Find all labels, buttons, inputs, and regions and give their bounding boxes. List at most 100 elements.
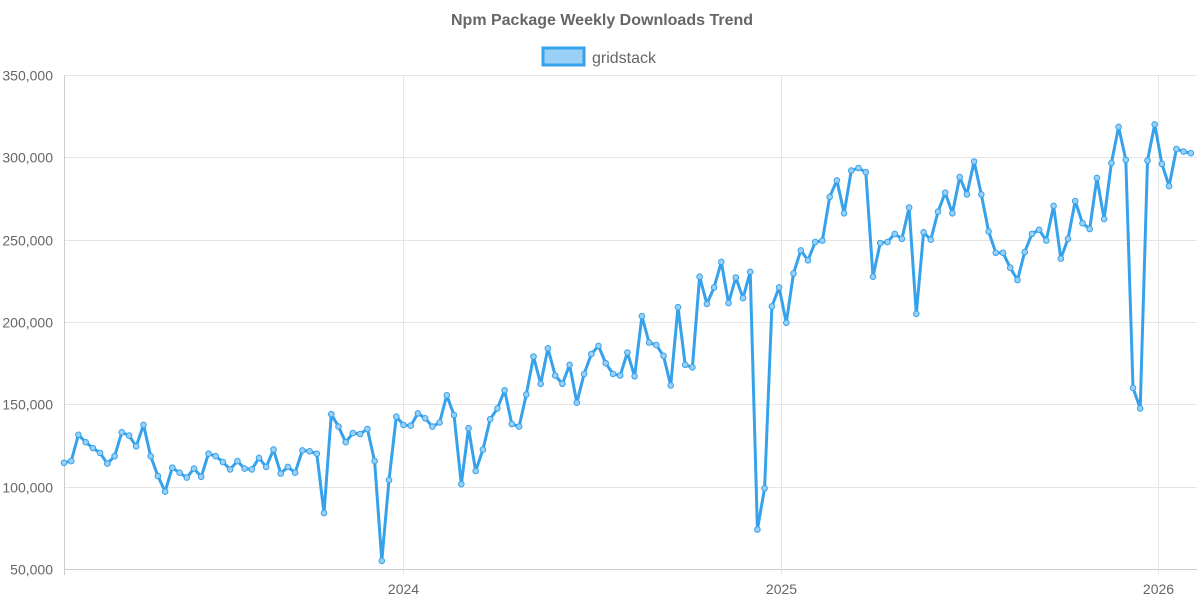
data-point[interactable] [364,425,371,433]
data-point[interactable] [595,342,602,350]
data-point[interactable] [797,247,805,254]
data-point[interactable] [169,464,176,472]
data-point[interactable] [703,300,711,308]
data-point[interactable] [1057,255,1065,262]
data-point[interactable] [638,312,646,320]
data-point[interactable] [660,352,667,360]
data-point[interactable] [1129,384,1137,392]
data-point[interactable] [1028,230,1036,238]
data-point[interactable] [674,303,682,311]
data-point[interactable] [891,230,899,238]
data-point[interactable] [725,299,732,307]
data-point[interactable] [1006,264,1014,272]
data-point[interactable] [559,380,566,388]
data-point[interactable] [876,239,884,247]
data-point[interactable] [60,459,68,467]
data-point[interactable] [783,319,790,327]
data-point[interactable] [291,469,299,477]
data-point[interactable] [826,193,834,201]
data-point[interactable] [609,370,617,378]
data-point[interactable] [631,373,638,380]
data-point[interactable] [566,361,573,369]
data-point[interactable] [1158,160,1166,168]
data-point[interactable] [920,229,927,236]
data-point[interactable] [746,268,754,276]
data-point[interactable] [147,452,154,460]
data-point[interactable] [255,454,263,462]
data-point[interactable] [862,168,870,176]
data-point[interactable] [718,258,725,266]
data-point[interactable] [573,399,581,407]
data-point[interactable] [154,472,162,480]
data-point[interactable] [277,470,285,477]
data-point[interactable] [421,415,429,422]
data-point[interactable] [840,210,848,217]
data-point[interactable] [978,191,985,198]
data-point[interactable] [790,270,797,277]
data-point[interactable] [653,341,660,349]
data-point[interactable] [1180,148,1187,155]
data-point[interactable] [356,430,364,438]
data-point[interactable] [1014,276,1021,284]
data-point[interactable] [1086,225,1093,233]
data-point[interactable] [1100,215,1108,223]
data-point[interactable] [140,421,147,429]
data-point[interactable] [544,345,552,352]
data-point[interactable] [96,449,104,457]
data-point[interactable] [1093,174,1101,182]
data-point[interactable] [1064,235,1072,243]
data-point[interactable] [855,164,862,172]
data-point[interactable] [75,431,82,439]
data-point[interactable] [515,423,523,430]
data-point[interactable] [335,423,342,430]
data-point[interactable] [212,452,219,460]
data-point[interactable] [458,480,465,488]
data-point[interactable] [270,446,277,453]
data-point[interactable] [927,236,935,243]
data-point[interactable] [898,235,906,243]
data-point[interactable] [1071,197,1079,205]
data-point[interactable] [833,177,841,184]
data-point[interactable] [602,359,610,367]
data-point[interactable] [472,467,480,475]
data-point[interactable] [1108,159,1115,167]
data-point[interactable] [768,303,776,310]
data-point[interactable] [299,447,306,454]
data-point[interactable] [125,432,133,439]
data-point[interactable] [494,405,501,412]
data-point[interactable] [67,457,75,465]
data-point[interactable] [284,463,292,471]
data-point[interactable] [313,450,321,458]
data-point[interactable] [486,415,494,423]
legend[interactable]: gridstack [541,46,657,67]
data-point[interactable] [775,284,783,291]
data-point[interactable] [754,526,761,533]
data-point[interactable] [949,210,956,217]
data-point[interactable] [226,466,234,473]
data-point[interactable] [262,463,270,471]
data-point[interactable] [241,465,248,472]
data-point[interactable] [371,457,378,465]
data-point[interactable] [970,158,978,165]
data-point[interactable] [342,438,350,446]
data-point[interactable] [111,452,118,460]
data-point[interactable] [161,488,169,495]
data-point[interactable] [732,274,740,281]
data-point[interactable] [667,382,675,389]
data-point[interactable] [414,410,422,417]
data-point[interactable] [992,249,1000,257]
data-point[interactable] [104,460,111,467]
data-point[interactable] [819,237,826,244]
data-point[interactable] [176,469,183,477]
data-point[interactable] [689,364,696,371]
data-point[interactable] [884,238,891,246]
data-point[interactable] [905,204,913,211]
data-point[interactable] [1079,219,1086,227]
data-point[interactable] [1173,145,1180,153]
data-point[interactable] [436,419,443,426]
data-point[interactable] [349,429,357,437]
data-point[interactable] [508,420,516,428]
data-point[interactable] [197,473,205,481]
data-point[interactable] [190,465,198,472]
data-point[interactable] [1151,121,1158,128]
